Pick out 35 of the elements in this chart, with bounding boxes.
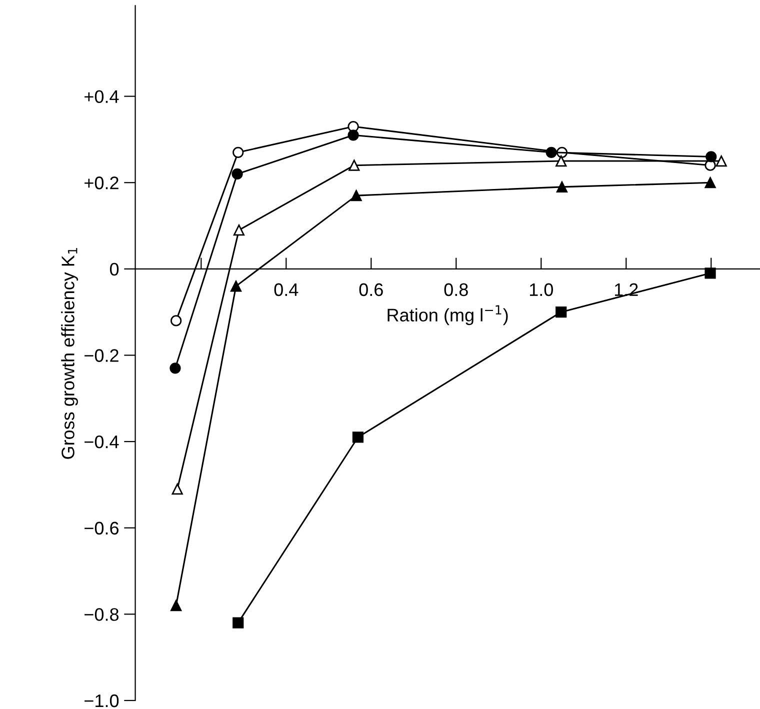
x-tick-label: 0.4	[274, 283, 298, 296]
y-tick-label: −0.2	[84, 349, 118, 362]
y-tick-label: −0.6	[84, 522, 119, 535]
y-tick-label: 0	[110, 262, 119, 276]
y-tick-label: +0.2	[84, 176, 118, 190]
point	[170, 600, 182, 612]
y-axis-title: Gross growth efficiency K$_{1}$	[61, 248, 78, 459]
point	[704, 268, 716, 279]
y-tick-label: −0.8	[84, 608, 119, 621]
point	[170, 362, 181, 374]
x-tick-label: 0.8	[444, 283, 468, 296]
x-tick-label: 0.6	[359, 283, 383, 296]
point	[704, 177, 716, 188]
point	[233, 224, 245, 236]
point	[170, 315, 182, 326]
point	[348, 160, 360, 171]
point	[556, 155, 567, 167]
y-tick-label: −0.4	[84, 435, 119, 448]
point	[556, 306, 567, 318]
point	[348, 130, 359, 141]
point	[546, 146, 557, 158]
point	[716, 155, 727, 167]
point	[230, 280, 242, 292]
x-tick-label: 1.0	[530, 283, 553, 296]
point	[232, 617, 244, 628]
x-axis-title: Ration (mg l$^{−1}$)	[388, 305, 508, 326]
point	[232, 146, 244, 158]
y-tick-label: −1.0	[84, 694, 119, 708]
point	[556, 181, 568, 192]
point	[350, 190, 362, 202]
point	[172, 483, 183, 495]
point	[706, 151, 717, 162]
point	[352, 432, 364, 443]
point	[232, 168, 243, 180]
y-tick-label: +0.4	[84, 90, 119, 104]
